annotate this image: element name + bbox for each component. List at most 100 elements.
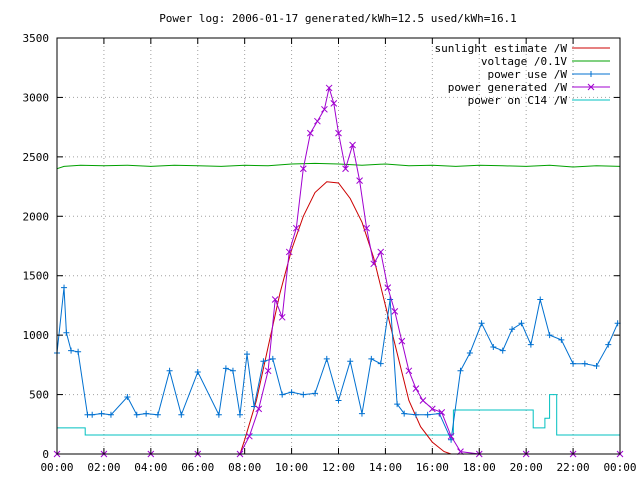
data-point [323, 355, 330, 362]
data-point [368, 355, 375, 362]
y-tick-label: 2500 [23, 151, 50, 164]
data-point [527, 341, 534, 348]
data-point [299, 165, 307, 173]
x-tick-label: 08:00 [228, 461, 261, 474]
data-point [401, 410, 408, 417]
data-point [271, 296, 279, 303]
y-tick-label: 2000 [23, 210, 50, 223]
data-point [264, 367, 272, 375]
data-point [499, 347, 506, 354]
data-point [363, 224, 371, 232]
data-point [330, 100, 338, 107]
data-point [98, 410, 105, 417]
data-point [356, 177, 363, 184]
data-point [300, 391, 307, 398]
data-point [424, 411, 431, 418]
data-point [391, 308, 399, 315]
data-point [394, 401, 401, 408]
data-point [279, 391, 286, 398]
y-tick-label: 1500 [23, 270, 50, 283]
data-point [478, 320, 485, 327]
data-point [321, 105, 328, 113]
data-point [509, 326, 516, 333]
data-point [377, 360, 384, 367]
data-point [229, 367, 236, 374]
data-point [349, 141, 356, 149]
data-point [398, 337, 406, 345]
x-tick-label: 12:00 [322, 461, 355, 474]
data-point [89, 411, 96, 418]
data-point [457, 367, 464, 374]
data-point [558, 336, 565, 343]
x-tick-label: 16:00 [416, 461, 449, 474]
data-point [124, 393, 131, 400]
grid-layer [57, 38, 620, 454]
data-point [438, 409, 446, 416]
legend-label: power generated /W [448, 81, 568, 94]
data-point [335, 397, 342, 404]
legend-label: power on C14 /W [468, 94, 568, 107]
series-line [57, 394, 620, 436]
x-tick-label: 18:00 [463, 461, 496, 474]
x-tick-label: 02:00 [87, 461, 120, 474]
data-point [377, 248, 385, 256]
data-point [314, 117, 321, 125]
data-point [75, 348, 82, 355]
data-point [244, 351, 251, 358]
data-point [347, 358, 354, 365]
data-point [490, 344, 497, 351]
x-tick-label: 20:00 [510, 461, 543, 474]
y-tick-label: 500 [29, 389, 49, 402]
data-point [222, 365, 229, 372]
data-point [178, 411, 185, 418]
data-point [306, 129, 314, 137]
data-point [133, 411, 140, 418]
series-line [239, 181, 452, 455]
data-point [419, 397, 427, 404]
legend-label: voltage /0.1V [481, 55, 567, 68]
x-tick-label: 00:00 [40, 461, 73, 474]
data-point [335, 129, 342, 137]
data-point [154, 411, 161, 418]
axis-layer: 00:00 02:00 04:00 06:00 08:00 10:00 12:00 14:00… [23, 32, 637, 474]
legend-item: sunlight estimate /W [435, 42, 610, 55]
data-point [518, 320, 525, 327]
legend-marker [587, 83, 595, 91]
data-point [570, 360, 577, 367]
series-line [56, 162, 621, 170]
data-point [370, 260, 378, 268]
x-tick-label: 14:00 [369, 461, 402, 474]
data-point [387, 296, 394, 303]
data-point [384, 284, 392, 291]
data-point [246, 432, 253, 440]
data-point [537, 296, 544, 303]
legend-item: power use /W [488, 68, 610, 81]
y-tick-label: 1000 [23, 329, 50, 342]
data-point [61, 284, 68, 291]
legend-marker [588, 71, 594, 77]
data-point [312, 390, 319, 397]
data-point [546, 332, 553, 339]
legend-label: power use /W [488, 68, 568, 81]
x-tick-label: 00:00 [603, 461, 636, 474]
y-tick-label: 0 [42, 448, 49, 461]
data-point [412, 411, 419, 418]
data-point [63, 329, 70, 336]
data-point [342, 165, 349, 173]
chart-title: Power log: 2006-01-17 generated/kWh=12.5… [159, 12, 517, 25]
data-point [285, 248, 293, 256]
legend-item: voltage /0.1V [481, 55, 610, 68]
series-4 [57, 394, 620, 436]
series-2 [54, 284, 621, 443]
x-tick-label: 10:00 [275, 461, 308, 474]
data-point [143, 410, 150, 417]
x-tick-label: 22:00 [557, 461, 590, 474]
data-point [581, 360, 588, 367]
legend-label: sunlight estimate /W [435, 42, 568, 55]
data-point [405, 367, 413, 375]
data-point [166, 367, 173, 374]
y-tick-label: 3000 [23, 91, 50, 104]
data-point [194, 368, 201, 375]
data-point [269, 355, 276, 362]
